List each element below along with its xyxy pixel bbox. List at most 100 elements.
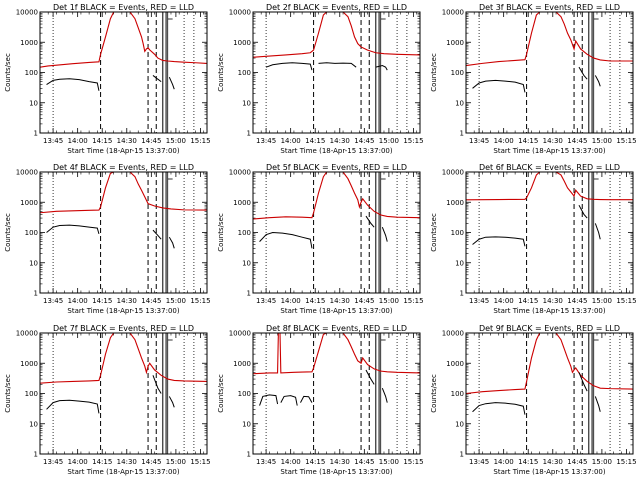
x-tick-label: 14:15 — [92, 137, 112, 145]
y-tick-label: 100 — [238, 229, 251, 237]
x-tick-label: 13:45 — [256, 297, 276, 305]
y-tick-label: 1 — [34, 130, 38, 138]
y-tick-label: 1 — [460, 130, 464, 138]
x-tick-label: 13:45 — [256, 137, 276, 145]
x-tick-label: 15:15 — [190, 458, 210, 466]
x-axis-label: Start Time (18-Apr-15 13:37:00) — [280, 307, 392, 315]
x-tick-label: 14:15 — [305, 297, 325, 305]
lld-series-line — [252, 171, 421, 220]
y-axis-label: Counts/sec — [217, 374, 225, 413]
panel-title: Det 1f BLACK = Events, RED = LLD — [53, 3, 194, 12]
detector-panel: Det 8f BLACK = Events, RED = LLD Counts/s… — [217, 324, 424, 476]
lld-series-line — [465, 11, 633, 67]
x-tick-label: 14:45 — [141, 458, 161, 466]
x-axis-label: Start Time (18-Apr-15 13:37:00) — [493, 147, 605, 155]
lld-series-line — [465, 332, 634, 395]
x-tick-label: 13:45 — [43, 137, 63, 145]
x-tick-label: 14:00 — [281, 297, 301, 305]
y-tick-label: 100 — [25, 390, 38, 398]
lld-series-line — [39, 332, 208, 384]
y-tick-label: 10 — [242, 259, 251, 267]
y-axis-label: Counts/sec — [4, 374, 12, 413]
x-tick-label: 15:00 — [166, 297, 186, 305]
x-tick-label: 14:00 — [494, 458, 514, 466]
events-series-line — [259, 369, 388, 406]
panel-title: Det 9f BLACK = Events, RED = LLD — [479, 324, 620, 333]
x-axis-label: Start Time (18-Apr-15 13:37:00) — [67, 468, 179, 476]
y-tick-label: 10000 — [229, 169, 251, 177]
y-axis-label: Counts/sec — [4, 53, 12, 92]
detector-panel: Det 1f BLACK = Events, RED = LLD Counts/s… — [4, 3, 211, 155]
x-tick-label: 15:00 — [379, 137, 399, 145]
x-tick-label: 14:30 — [543, 137, 563, 145]
x-tick-label: 15:15 — [616, 297, 636, 305]
x-tick-label: 13:45 — [43, 458, 63, 466]
events-series-line — [472, 372, 601, 415]
x-tick-label: 14:30 — [543, 297, 563, 305]
x-axis-label: Start Time (18-Apr-15 13:37:00) — [67, 147, 179, 155]
lld-series-line — [465, 171, 633, 201]
y-tick-label: 1000 — [233, 39, 251, 47]
detector-panel: Det 3f BLACK = Events, RED = LLD Counts/s… — [430, 3, 637, 155]
detector-panel: Det 7f BLACK = Events, RED = LLD Counts/s… — [4, 324, 211, 476]
x-tick-label: 14:45 — [354, 458, 374, 466]
x-tick-label: 13:45 — [43, 297, 63, 305]
y-tick-label: 10000 — [229, 9, 251, 17]
y-axis-label: Counts/sec — [217, 213, 225, 252]
x-tick-label: 14:30 — [330, 297, 350, 305]
panel-title: Det 4f BLACK = Events, RED = LLD — [53, 163, 194, 172]
x-tick-label: 15:00 — [166, 458, 186, 466]
plot-frame — [465, 171, 634, 294]
x-tick-label: 14:00 — [494, 137, 514, 145]
panel-title: Det 3f BLACK = Events, RED = LLD — [479, 3, 620, 12]
x-axis-label: Start Time (18-Apr-15 13:37:00) — [280, 147, 392, 155]
x-tick-label: 13:45 — [469, 297, 489, 305]
x-tick-label: 14:15 — [305, 458, 325, 466]
plot-frame — [252, 171, 421, 294]
x-tick-label: 15:15 — [616, 137, 636, 145]
plot-frame — [465, 332, 634, 455]
x-tick-label: 15:00 — [379, 458, 399, 466]
x-tick-label: 15:00 — [379, 297, 399, 305]
lld-series-line — [252, 332, 421, 375]
x-tick-label: 14:45 — [567, 297, 587, 305]
y-tick-label: 1 — [460, 290, 464, 298]
x-tick-label: 14:45 — [567, 137, 587, 145]
y-tick-label: 1 — [34, 451, 38, 459]
y-tick-label: 1000 — [446, 199, 464, 207]
y-tick-label: 100 — [238, 390, 251, 398]
events-series-line — [472, 66, 601, 93]
x-tick-label: 15:15 — [403, 297, 423, 305]
plot-frame — [39, 332, 208, 455]
x-tick-label: 14:15 — [92, 297, 112, 305]
panel-title: Det 8f BLACK = Events, RED = LLD — [266, 324, 407, 333]
y-tick-label: 100 — [451, 390, 464, 398]
plot-frame — [252, 332, 421, 455]
y-tick-label: 10 — [29, 99, 38, 107]
plot-frame — [465, 11, 634, 134]
y-tick-label: 10000 — [442, 330, 464, 338]
events-series-line — [46, 224, 175, 249]
x-tick-label: 15:00 — [592, 458, 612, 466]
x-tick-label: 14:15 — [518, 137, 538, 145]
x-tick-label: 13:45 — [469, 458, 489, 466]
y-axis-label: Counts/sec — [430, 53, 438, 92]
events-series-line — [46, 375, 175, 414]
panel-title: Det 2f BLACK = Events, RED = LLD — [266, 3, 407, 12]
y-tick-label: 1000 — [233, 360, 251, 368]
x-tick-label: 14:30 — [117, 297, 137, 305]
x-axis-label: Start Time (18-Apr-15 13:37:00) — [493, 307, 605, 315]
x-tick-label: 14:00 — [494, 297, 514, 305]
y-tick-label: 1 — [460, 451, 464, 459]
x-tick-label: 15:00 — [592, 137, 612, 145]
lld-series-line — [39, 171, 208, 214]
detector-panel: Det 5f BLACK = Events, RED = LLD Counts/s… — [217, 163, 424, 315]
x-tick-label: 14:45 — [567, 458, 587, 466]
x-axis-label: Start Time (18-Apr-15 13:37:00) — [493, 468, 605, 476]
y-tick-label: 1000 — [446, 360, 464, 368]
y-tick-label: 10 — [29, 259, 38, 267]
plot-frame — [252, 11, 421, 134]
y-tick-label: 1000 — [20, 360, 38, 368]
x-tick-label: 15:00 — [592, 297, 612, 305]
